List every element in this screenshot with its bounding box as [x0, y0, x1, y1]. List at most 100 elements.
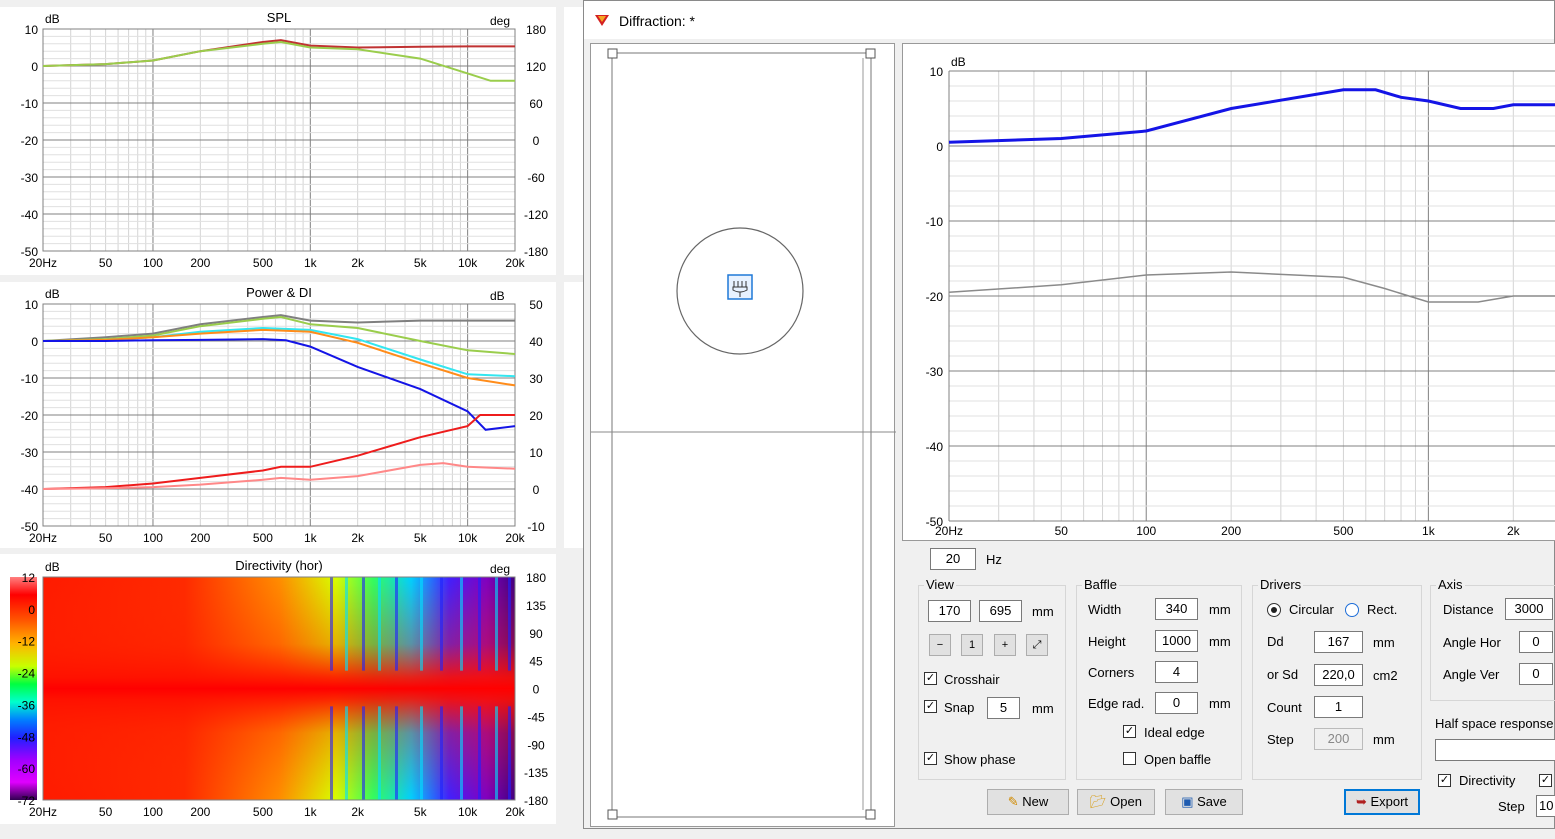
edge-radius-input[interactable]: 0 [1155, 692, 1198, 714]
new-button[interactable]: ✎ New [987, 789, 1069, 815]
scale-tick-label: -60 [18, 762, 36, 776]
right-unit-label: dB [490, 289, 505, 303]
baffle-canvas[interactable] [590, 43, 896, 827]
x-tick-label: 500 [253, 531, 273, 545]
x-tick-label: 5k [414, 805, 428, 819]
open-button[interactable]: 📂︎ Open [1077, 789, 1155, 815]
heatmap-ripple [395, 577, 398, 671]
chart-title: Power & DI [246, 285, 312, 300]
left-unit-label: dB [45, 287, 60, 301]
frequency-unit: Hz [986, 552, 1002, 567]
export-button[interactable]: ➥ Export [1344, 789, 1420, 815]
zoom-in-button[interactable]: + [994, 634, 1016, 656]
series-line [948, 88, 1555, 144]
folder-icon: 📂︎ [1090, 794, 1107, 809]
x-tick-label: 50 [99, 531, 113, 545]
step-label: Step [1267, 732, 1294, 747]
zoom-fit-button[interactable]: ⤢ [1026, 634, 1048, 656]
count-input[interactable]: 1 [1314, 696, 1363, 718]
y-tick-label: -50 [21, 245, 39, 259]
heatmap-ripple [460, 577, 463, 671]
x-tick-label: 2k [351, 256, 365, 270]
scale-tick-label: -36 [18, 698, 36, 712]
dd-input[interactable]: 167 [1314, 631, 1363, 653]
x-tick-label: 5k [414, 256, 428, 270]
open-baffle-checkbox[interactable] [1123, 752, 1136, 765]
scale-tick-label: -48 [18, 730, 36, 744]
x-tick-label: 50 [99, 805, 113, 819]
show-phase-checkbox[interactable]: ✓ [924, 752, 937, 765]
left-unit-label: dB [45, 12, 60, 26]
y-tick-label: -10 [21, 372, 39, 386]
sd-input[interactable]: 220,0 [1314, 664, 1363, 686]
y-tick-label: 0 [31, 60, 38, 74]
right-unit-label: deg [490, 562, 510, 576]
corners-label: Corners [1088, 665, 1135, 680]
drivers-group: Drivers Circular Rect. Dd 167 mm or Sd 2… [1252, 577, 1422, 780]
step-input[interactable]: 200 [1314, 728, 1363, 750]
x-tick-label: 2k [351, 805, 365, 819]
y-tick-label: -30 [21, 171, 39, 185]
baffle-group: Baffle Width 340 mm Height 1000 mm Corne… [1076, 577, 1242, 780]
rect-radio[interactable] [1345, 603, 1359, 617]
angle-ver-input[interactable]: 0 [1519, 663, 1553, 685]
y-tick-label: -40 [21, 208, 39, 222]
zoom-out-button[interactable]: − [929, 634, 951, 656]
heatmap-ripple [495, 577, 498, 671]
x-tick-label: 200 [190, 531, 210, 545]
x-tick-label: 200 [1221, 524, 1241, 538]
directivity-checkbox[interactable]: ✓ [1438, 774, 1451, 787]
right-tick-label: -120 [524, 208, 548, 222]
right-tick-label: 40 [529, 335, 543, 349]
corners-input[interactable]: 4 [1155, 661, 1198, 683]
x-tick-label: 20Hz [29, 256, 57, 270]
x-tick-label: 500 [1333, 524, 1353, 538]
circular-radio[interactable] [1267, 603, 1281, 617]
response-plot[interactable]: dB 10 0 -10 -20 -30 -40 -50 20Hz 50 100 200 500 1k 2k [902, 43, 1555, 541]
heatmap-ripple [495, 706, 498, 800]
series-line [43, 338, 516, 431]
heatmap-ripple [420, 706, 423, 800]
heatmap-ripple [508, 577, 511, 671]
snap-input[interactable]: 5 [987, 697, 1020, 719]
y-tick-label: -10 [926, 215, 944, 229]
snap-checkbox[interactable]: ✓ [924, 700, 937, 713]
diffraction-window[interactable]: Diffraction: * dB 10 0 -10 -20 -30 -40 -50 20Hz 5… [583, 0, 1555, 829]
title-bar[interactable]: Diffraction: * [584, 1, 1554, 39]
axis-step-label: Step [1498, 799, 1525, 814]
heatmap-ripple [508, 706, 511, 800]
distance-input[interactable]: 3000 [1505, 598, 1553, 620]
extra-checkbox[interactable]: ✓ [1539, 774, 1552, 787]
chart-title: Directivity (hor) [235, 558, 322, 573]
view-group: View 170 695 mm − 1 + ⤢ ✓ Crosshair ✓ Sn… [918, 577, 1066, 780]
unit-label: dB [951, 55, 966, 69]
edge-radius-label: Edge rad. [1088, 696, 1145, 711]
new-icon: ✎ [1007, 794, 1019, 809]
right-tick-label: 0 [533, 134, 540, 148]
view-y-input[interactable]: 695 [979, 600, 1022, 622]
zoom-reset-button[interactable]: 1 [961, 634, 983, 656]
angle-hor-input[interactable]: 0 [1519, 631, 1553, 653]
frequency-input[interactable]: 20 [930, 548, 976, 570]
x-tick-label: 20Hz [29, 805, 57, 819]
view-x-input[interactable]: 170 [928, 600, 971, 622]
height-input[interactable]: 1000 [1155, 630, 1198, 652]
ideal-edge-checkbox[interactable]: ✓ [1123, 725, 1136, 738]
scale-tick-label: -12 [18, 635, 36, 649]
y-tick-label: 10 [25, 298, 39, 312]
crosshair-checkbox[interactable]: ✓ [924, 672, 937, 685]
drivers-group-label: Drivers [1258, 577, 1304, 592]
x-tick-label: 20k [505, 805, 525, 819]
right-tick-label: 120 [526, 60, 546, 74]
width-input[interactable]: 340 [1155, 598, 1198, 620]
step-unit: mm [1373, 732, 1395, 747]
half-space-select[interactable] [1435, 739, 1555, 761]
floppy-icon: ▣ [1181, 794, 1194, 809]
series-line [42, 414, 515, 490]
heatmap-ripple [395, 706, 398, 800]
axis-step-input[interactable]: 10 [1536, 795, 1555, 817]
baffle-group-label: Baffle [1082, 577, 1120, 592]
right-tick-label: -10 [527, 520, 545, 534]
save-button[interactable]: ▣ Save [1165, 789, 1243, 815]
